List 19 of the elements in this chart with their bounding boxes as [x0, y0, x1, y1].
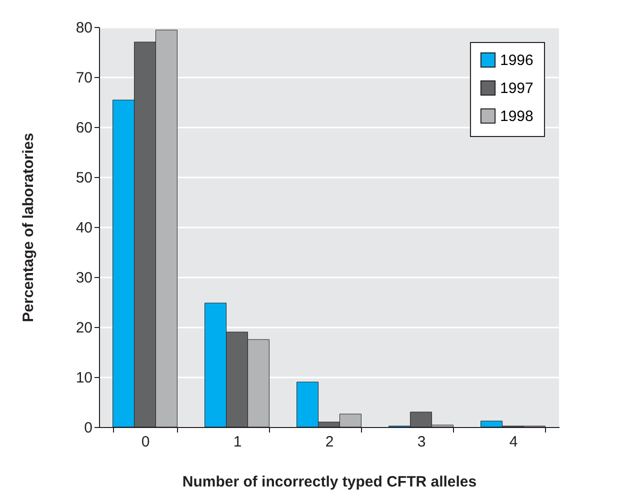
- y-tick-label: 50: [76, 170, 92, 186]
- legend-label: 1996: [500, 52, 534, 69]
- y-tick-label: 40: [76, 220, 92, 236]
- x-tick-label: 1: [233, 434, 242, 450]
- y-tick-label: 70: [76, 70, 92, 86]
- y-tick-label: 20: [76, 320, 92, 336]
- legend-label: 1997: [500, 80, 534, 97]
- x-axis-title: Number of incorrectly typed CFTR alleles: [182, 474, 477, 490]
- y-tick-label: 80: [76, 20, 92, 36]
- y-tick-label: 30: [76, 270, 92, 286]
- y-axis-title: Percentage of laboratories: [20, 132, 37, 322]
- y-tick-label: 0: [84, 420, 92, 436]
- x-tick-label: 2: [325, 434, 334, 450]
- legend-label: 1998: [500, 108, 534, 125]
- x-tick-label: 4: [509, 434, 518, 450]
- y-tick-label: 10: [76, 370, 92, 386]
- y-tick-label: 60: [76, 120, 92, 136]
- x-tick-label: 3: [417, 434, 426, 450]
- x-tick-label: 0: [141, 434, 150, 450]
